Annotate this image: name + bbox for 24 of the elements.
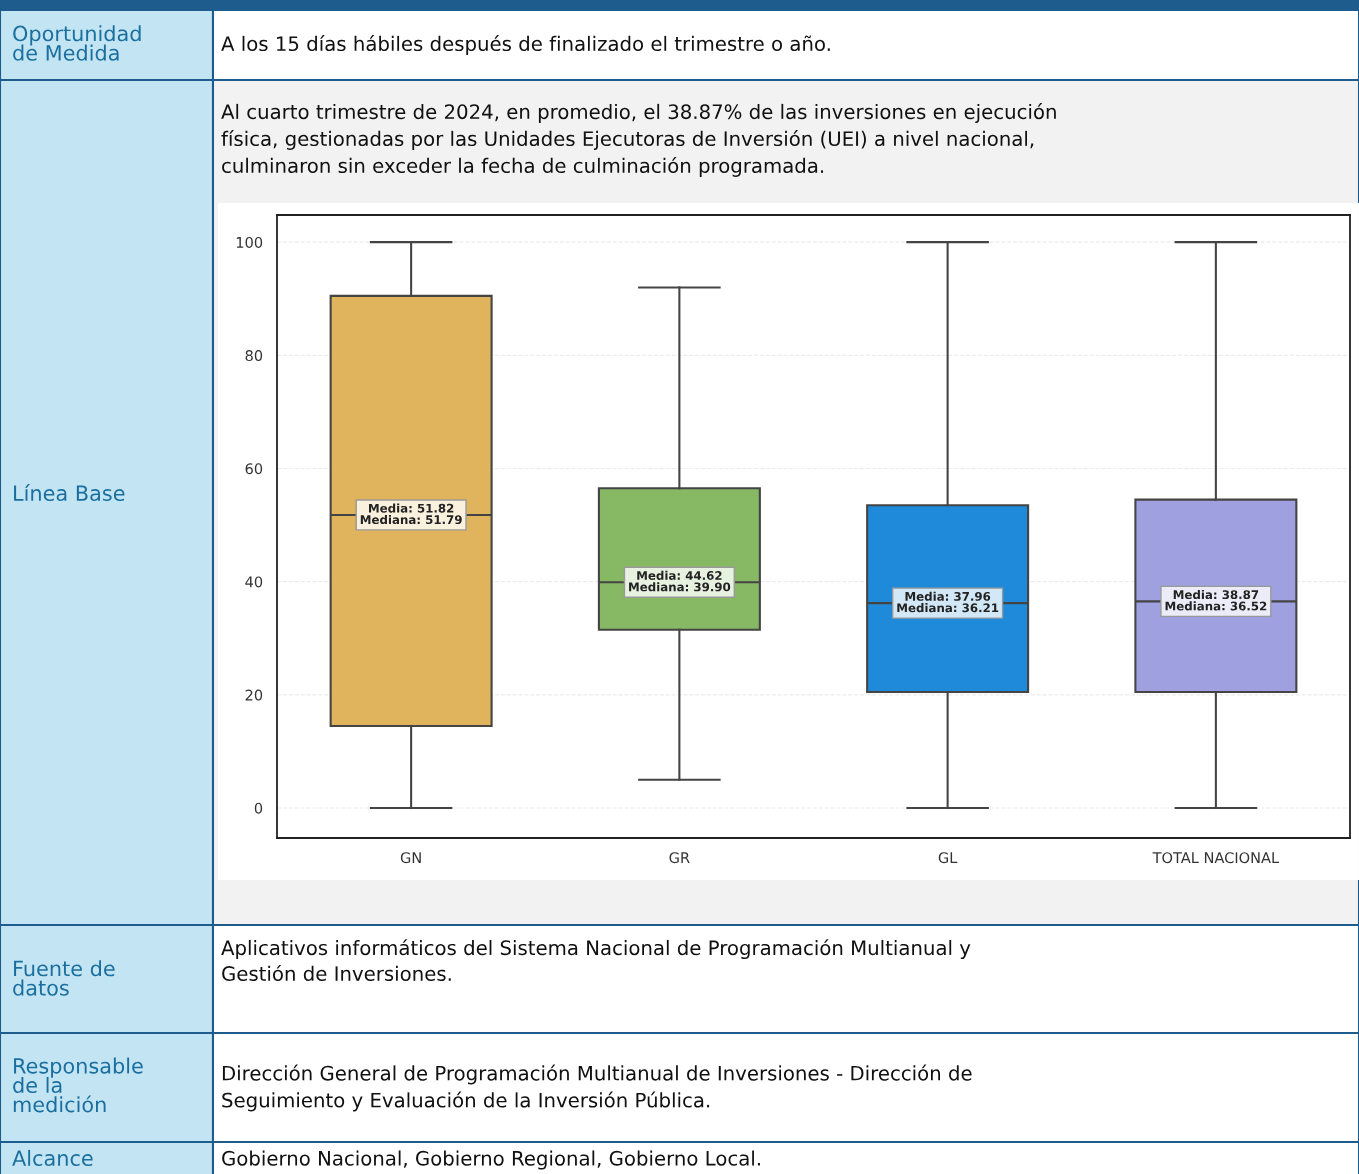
y-tick-label: 40	[245, 576, 263, 588]
text: Línea Base	[14, 484, 125, 502]
text: Alcance	[12, 1149, 93, 1167]
text: Al cuarto trimestre de 2024, en promedio, el 38.87% de las inversiones en ejecución física, gestionadas por las Unidades Ejecutoras de Inversión (UEI) a nivel nacional, culminaron sin exceder la fecha de culminación programada.	[221, 103, 1056, 177]
y-tick-label: 80	[245, 350, 263, 362]
x-tick-label: GN	[400, 852, 421, 864]
text: Gobierno Nacional, Gobierno Regional, Gobierno Local.	[222, 1150, 760, 1170]
text: A los 15 días hábiles después de finalizado el trimestre o año.	[221, 35, 830, 55]
y-tick-label: 60	[245, 463, 263, 475]
text: Oportunidad de Medida	[13, 25, 141, 61]
y-tick-label: 20	[245, 689, 263, 701]
source-note: Fuente de datos	[13, 960, 115, 996]
annotation: Media: 51.82 Mediana: 51.79	[360, 503, 462, 525]
x-tick-label: TOTAL NACIONAL	[1152, 852, 1280, 864]
y-tick-label: 0	[254, 802, 263, 814]
text: Aplicativos informáticos del Sistema Nacional de Programación Multianual y Gestión de Inversiones.	[221, 939, 971, 982]
annotation: Media: 37.96 Mediana: 36.21	[897, 591, 999, 613]
annotation: Media: 38.87 Mediana: 36.52	[1165, 589, 1267, 611]
text: Responsable de la medición	[13, 1057, 143, 1113]
x-tick-label: GR	[669, 852, 690, 864]
x-tick-label: GL	[938, 852, 958, 864]
text: Dirección General de Programación Multianual de Inversiones - Dirección de Seguimiento y Evaluación de la Inversión Pública.	[222, 1064, 972, 1112]
annotation: Media: 44.62 Mediana: 39.90	[629, 570, 731, 592]
y-tick-label: 100	[236, 236, 263, 248]
